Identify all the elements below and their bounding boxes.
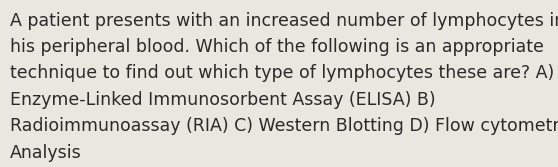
Text: A patient presents with an increased number of lymphocytes in: A patient presents with an increased num… xyxy=(10,12,558,30)
Text: Radioimmunoassay (RIA) C) Western Blotting D) Flow cytometric: Radioimmunoassay (RIA) C) Western Blotti… xyxy=(10,117,558,135)
Text: his peripheral blood. Which of the following is an appropriate: his peripheral blood. Which of the follo… xyxy=(10,38,544,56)
Text: Enzyme-Linked Immunosorbent Assay (ELISA) B): Enzyme-Linked Immunosorbent Assay (ELISA… xyxy=(10,91,436,109)
Text: technique to find out which type of lymphocytes these are? A): technique to find out which type of lymp… xyxy=(10,64,554,82)
Text: Analysis: Analysis xyxy=(10,144,82,162)
